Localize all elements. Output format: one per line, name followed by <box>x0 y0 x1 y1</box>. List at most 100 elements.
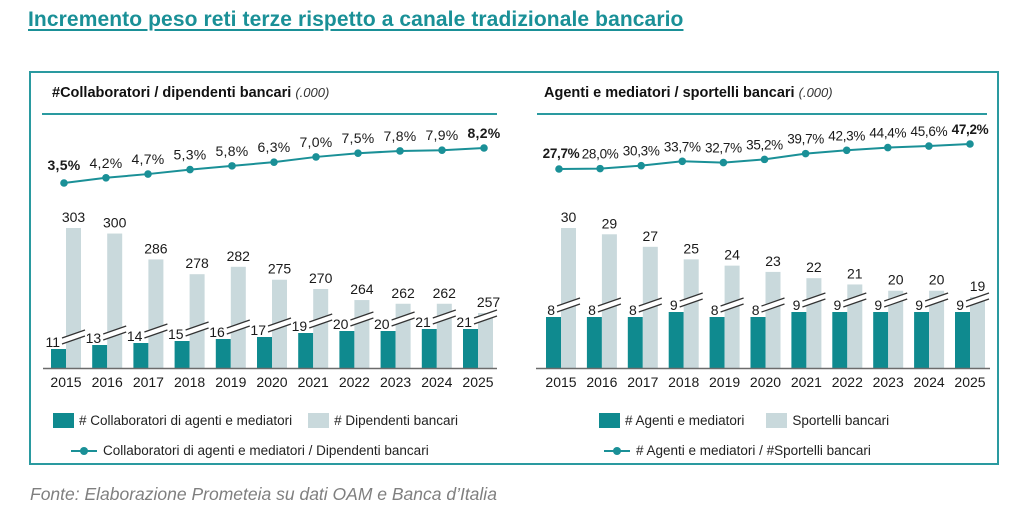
axis-break-gap <box>185 322 209 336</box>
ratio-point <box>60 179 68 187</box>
legend-label: # Agenti e mediatori / #Sportelli bancar… <box>636 443 871 458</box>
axis-break-gap <box>597 298 621 312</box>
ratio-label: 7,5% <box>341 130 374 146</box>
bar-value-label: 30 <box>561 209 577 225</box>
x-tick-label: 2016 <box>92 374 123 390</box>
axis-break-mark <box>391 311 415 321</box>
x-tick-label: 2018 <box>668 374 699 390</box>
source-note: Fonte: Elaborazione Prometeia su dati OA… <box>30 484 497 504</box>
axis-break-gap <box>679 293 703 307</box>
axis-break-mark <box>556 297 581 307</box>
ratio-point <box>186 165 194 174</box>
bar-value-label: 262 <box>433 285 457 301</box>
ratio-point <box>925 142 933 150</box>
ratio-label: 27,7% <box>543 146 580 161</box>
ratio-point <box>354 149 362 158</box>
bar-value-label: 9 <box>834 297 842 313</box>
ratio-label: 3,5% <box>47 157 80 173</box>
panel-2-title-text: Agenti e mediatori / sportelli bancari <box>544 85 795 101</box>
x-tick-label: 2016 <box>586 374 617 390</box>
bar-value-label: 8 <box>629 302 637 318</box>
panel-1-title-rule <box>42 113 497 115</box>
legend-label: # Dipendenti bancari <box>334 413 458 428</box>
bar-value-label: 300 <box>103 215 127 231</box>
legend-swatch-light <box>308 413 330 428</box>
x-tick-label: 2017 <box>133 374 164 390</box>
axis-break-mark <box>309 319 333 329</box>
axis-break-gap <box>557 298 580 312</box>
bar-value-label: 8 <box>711 302 719 318</box>
axis-break-mark <box>638 297 662 307</box>
ratio-point <box>312 153 320 161</box>
axis-break-gap <box>884 293 908 307</box>
bar-agenti <box>791 312 807 368</box>
bar-value-label: 14 <box>127 328 143 344</box>
bar-value-label: 19 <box>970 278 986 294</box>
axis-break-mark <box>473 315 498 325</box>
bar-sportelli <box>683 259 699 368</box>
axis-break-mark <box>61 335 86 345</box>
axis-break-gap <box>309 314 333 328</box>
x-tick-label: 2017 <box>627 374 658 390</box>
axis-break-mark <box>226 325 250 335</box>
ratio-point <box>842 146 851 155</box>
panel-2-legend-line: # Agenti e mediatori / #Sportelli bancar… <box>604 443 871 458</box>
bar-sportelli <box>847 284 863 368</box>
axis-break-mark <box>391 317 415 327</box>
ratio-label: 5,3% <box>173 147 206 163</box>
axis-break-mark <box>597 297 622 307</box>
ratio-point <box>228 162 236 170</box>
bar-value-label: 8 <box>547 302 555 318</box>
ratio-label: 30,3% <box>623 144 660 159</box>
x-tick-label: 2022 <box>339 374 370 390</box>
legend-swatch-dark <box>53 413 74 428</box>
axis-break-mark <box>226 319 250 329</box>
bar-collaboratori <box>174 341 190 368</box>
bar-dipendenti <box>148 259 164 368</box>
axis-break-mark <box>556 303 581 313</box>
x-tick-label: 2018 <box>174 374 205 390</box>
axis-break-mark <box>432 315 456 325</box>
bar-agenti <box>750 317 766 368</box>
ratio-label: 5,8% <box>215 143 248 159</box>
bar-value-label: 9 <box>793 297 801 313</box>
axis-break-gap <box>226 320 250 334</box>
axis-break-mark <box>267 317 292 327</box>
axis-break-gap <box>144 324 168 338</box>
ratio-point <box>396 147 404 155</box>
x-tick-label: 2022 <box>832 374 863 390</box>
bar-agenti <box>955 312 970 368</box>
axis-break-mark <box>679 292 703 302</box>
axis-break-mark <box>185 327 209 337</box>
axis-break-mark <box>309 313 333 323</box>
legend-item-bar1: # Agenti e mediatori <box>599 413 744 428</box>
axis-break-mark <box>802 292 826 302</box>
bar-value-label: 24 <box>724 247 740 263</box>
ratio-point <box>966 140 974 148</box>
legend-line-marker-icon <box>71 446 97 456</box>
axis-break-mark <box>720 297 744 307</box>
bar-value-label: 278 <box>185 255 209 271</box>
axis-break-mark <box>144 329 168 339</box>
axis-break-mark <box>761 303 785 313</box>
ratio-point <box>760 155 769 164</box>
bar-value-label: 264 <box>350 281 374 297</box>
bar-value-label: 15 <box>168 326 184 342</box>
bar-value-label: 25 <box>683 240 699 256</box>
main-title: Incremento peso reti terze rispetto a ca… <box>28 8 684 31</box>
axis-break-gap <box>432 310 456 324</box>
bar-agenti <box>546 317 561 368</box>
x-tick-label: 2020 <box>256 374 287 390</box>
axis-break-mark <box>965 292 990 302</box>
axis-break-mark <box>843 292 867 302</box>
ratio-label: 7,0% <box>299 134 332 150</box>
axis-break-gap <box>638 298 662 312</box>
bar-collaboratori <box>421 329 437 368</box>
ratio-point <box>884 143 892 152</box>
legend-label: Sportelli bancari <box>792 413 890 428</box>
bar-sportelli <box>765 271 781 368</box>
ratio-label: 35,2% <box>746 137 783 152</box>
legend-swatch-dark <box>599 413 620 428</box>
panel-1-title-text: #Collaboratori / dipendenti bancari <box>52 85 292 101</box>
